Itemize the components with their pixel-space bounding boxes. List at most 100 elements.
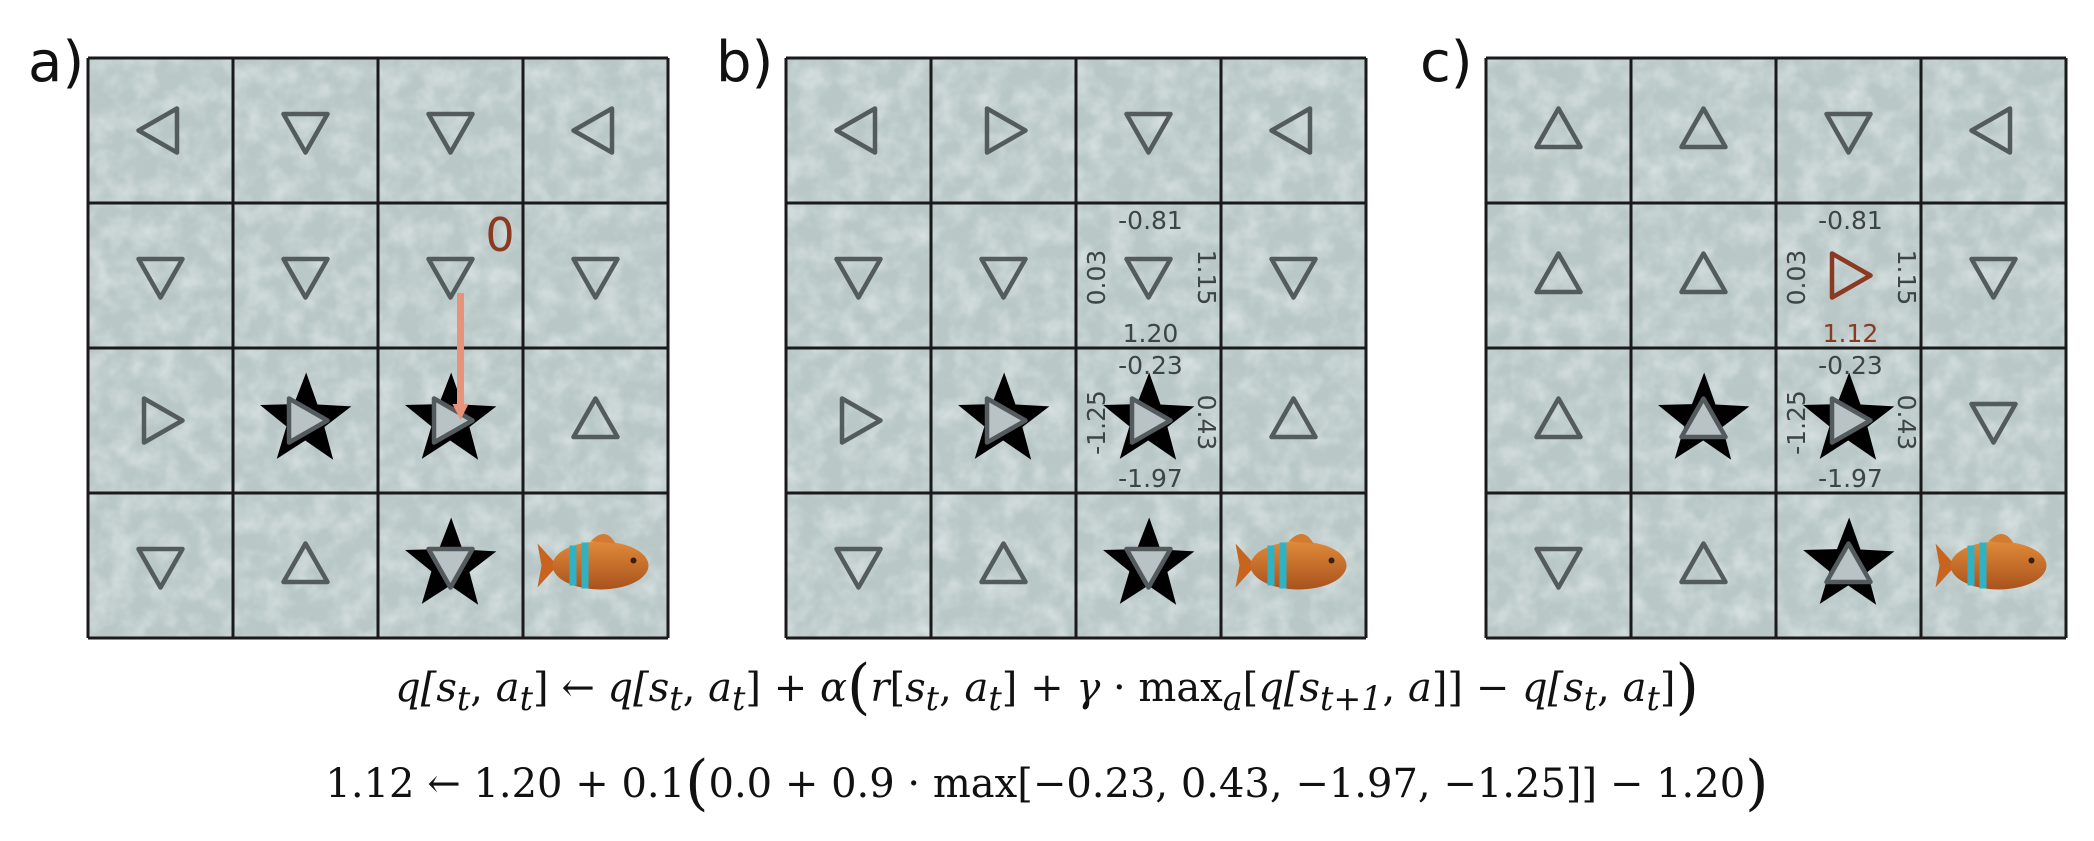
policy-arrow-up-icon [1824, 541, 1873, 585]
policy-arrow-right-icon [431, 396, 475, 445]
grid-cell [1803, 517, 1895, 605]
policy-arrow-up-icon [1534, 106, 1583, 150]
panel-a: 0 [86, 56, 670, 640]
policy-arrow-down-icon [426, 111, 475, 155]
grid-cell [405, 517, 497, 605]
q-value-right: 0.43 [1192, 395, 1221, 451]
grid-cell [958, 372, 1050, 460]
grid-cell [1124, 111, 1173, 155]
q-values-cell: -0.23 -1.97-1.25 0.43 [1082, 351, 1221, 493]
grid-cell [1658, 372, 1750, 460]
policy-arrow-down-icon [426, 546, 475, 590]
policy-arrow-down-icon [136, 546, 185, 590]
grid-cell [984, 106, 1028, 155]
q-value-down: -1.97 [1818, 464, 1883, 493]
policy-arrow-down-icon [1124, 546, 1173, 590]
grid-cell [1534, 251, 1583, 295]
grid-cell [1679, 541, 1728, 585]
policy-arrow-up-icon [571, 396, 620, 440]
grid-cell [1803, 372, 1895, 460]
grid-cell [1935, 533, 2047, 590]
policy-arrow-up-icon [1679, 251, 1728, 295]
policy-arrow-up-icon [1534, 251, 1583, 295]
q-update-rule: q[st, at] ← q[st, at] + α(r[st, at] + γ … [395, 652, 1699, 722]
fish-goal-icon [1235, 533, 1347, 590]
policy-arrow-down-icon [1969, 256, 2018, 300]
q-update-example: 1.12 ← 1.20 + 0.1(0.0 + 0.9 · max[−0.23,… [325, 748, 1769, 818]
policy-arrow-down-icon [834, 546, 883, 590]
grid-cell [281, 111, 330, 155]
grid-cell [979, 256, 1028, 300]
panel-label-b: b) [716, 30, 774, 95]
gridworld-figure: 0 -0.811.200.03 1.15-0.23-1.97-1.25 0.43-0.… [86, 56, 2068, 640]
grid-cell [281, 256, 330, 300]
policy-arrow-down-icon [834, 256, 883, 300]
grid-cell [1534, 396, 1583, 440]
policy-arrow-left-icon [1269, 106, 1313, 155]
grid-cell [1534, 106, 1583, 150]
policy-arrow-left-icon [834, 106, 878, 155]
grid-cell [136, 546, 185, 590]
grid-cell [1103, 372, 1195, 460]
grid-cell [426, 256, 475, 300]
policy-arrow-right-icon [141, 396, 185, 445]
policy-arrow-up-icon [979, 541, 1028, 585]
policy-arrow-left-icon [136, 106, 180, 155]
fish-goal-icon [1935, 533, 2047, 590]
policy-arrow-left-icon [1969, 106, 2013, 155]
policy-arrow-up-icon [1679, 396, 1728, 440]
policy-arrow-up-icon [1534, 396, 1583, 440]
grid-cell [979, 541, 1028, 585]
panel-c: -0.81 1.12 0.03 1.15 -0.23 -1.97-1.25 0.43 [1484, 56, 2068, 640]
q-value-down: -1.97 [1118, 464, 1183, 493]
fish-goal-icon [537, 533, 649, 590]
grid-cell [1124, 256, 1173, 300]
q-value-left: -1.25 [1782, 390, 1811, 455]
policy-arrow-down-icon [426, 256, 475, 300]
grid-cell [1969, 401, 2018, 445]
grid-cell [1534, 546, 1583, 590]
grid-cell [1969, 256, 2018, 300]
q-value-down: 1.12 [1823, 319, 1879, 348]
grid-cell [834, 256, 883, 300]
grid-cell [260, 372, 352, 460]
grid-cell [1679, 106, 1728, 150]
policy-arrow-right-icon [1829, 251, 1873, 300]
grid-cell [839, 396, 883, 445]
grid-cell [281, 541, 330, 585]
grid-cell [141, 396, 185, 445]
grid-cell [136, 106, 180, 155]
policy-arrow-right-icon [839, 396, 883, 445]
panel-label-c: c) [1420, 30, 1473, 95]
policy-arrow-down-icon [1969, 401, 2018, 445]
q-value-left: 0.03 [1782, 250, 1811, 306]
grid-cell [1103, 517, 1195, 605]
q-values-cell: -0.81 1.12 0.03 1.15 [1782, 206, 1921, 348]
policy-arrow-down-icon [1824, 111, 1873, 155]
grid-cell [405, 372, 497, 460]
q-value-up: -0.23 [1818, 351, 1883, 380]
grid-cell [571, 396, 620, 440]
grid-cell [1824, 111, 1873, 155]
panel-label-a: a) [28, 30, 85, 95]
q-value-right: 1.15 [1192, 250, 1221, 306]
q-values-cell: -0.23 -1.97-1.25 0.43 [1782, 351, 1921, 493]
grid-cell [1235, 533, 1347, 590]
policy-arrow-left-icon [571, 106, 615, 155]
policy-arrow-right-icon [1829, 396, 1873, 445]
grid-cell [1969, 106, 2013, 155]
policy-arrow-down-icon [281, 111, 330, 155]
grid-cell [834, 106, 878, 155]
grid-cell [834, 546, 883, 590]
q-value-up: -0.23 [1118, 351, 1183, 380]
grid-cell [537, 533, 649, 590]
policy-arrow-down-icon [281, 256, 330, 300]
grid-cell [1269, 396, 1318, 440]
q-values-cell: -0.81 1.20 0.03 1.15 [1082, 206, 1221, 348]
q-value-down: 1.20 [1123, 319, 1179, 348]
q-value-right: 1.15 [1892, 250, 1921, 306]
policy-arrow-down-icon [1124, 256, 1173, 300]
policy-arrow-down-icon [571, 256, 620, 300]
grid-cell [426, 111, 475, 155]
grid-cell [1269, 106, 1313, 155]
